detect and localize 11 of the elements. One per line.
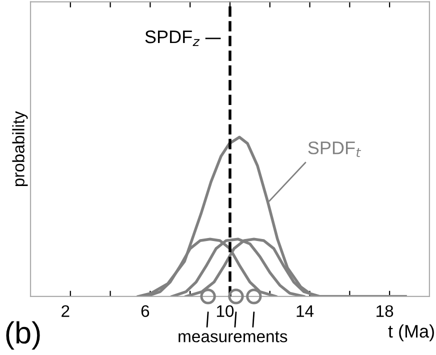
x-tick-label: 10: [216, 305, 234, 317]
x-axis-title: t (Ma): [388, 324, 434, 342]
x-tick-label: 2: [62, 305, 70, 317]
y-axis-title: probability: [12, 111, 28, 186]
text: SPDF$_{t}$: [308, 141, 362, 158]
x-tick-label: 14: [296, 305, 314, 317]
text: (b): [6, 321, 40, 350]
ref-line-label: SPDF$_{z}$: [145, 30, 200, 46]
x-tick-label: 6: [141, 305, 150, 317]
text: measurements: [178, 331, 288, 342]
x-tick-label: 18: [376, 305, 394, 317]
